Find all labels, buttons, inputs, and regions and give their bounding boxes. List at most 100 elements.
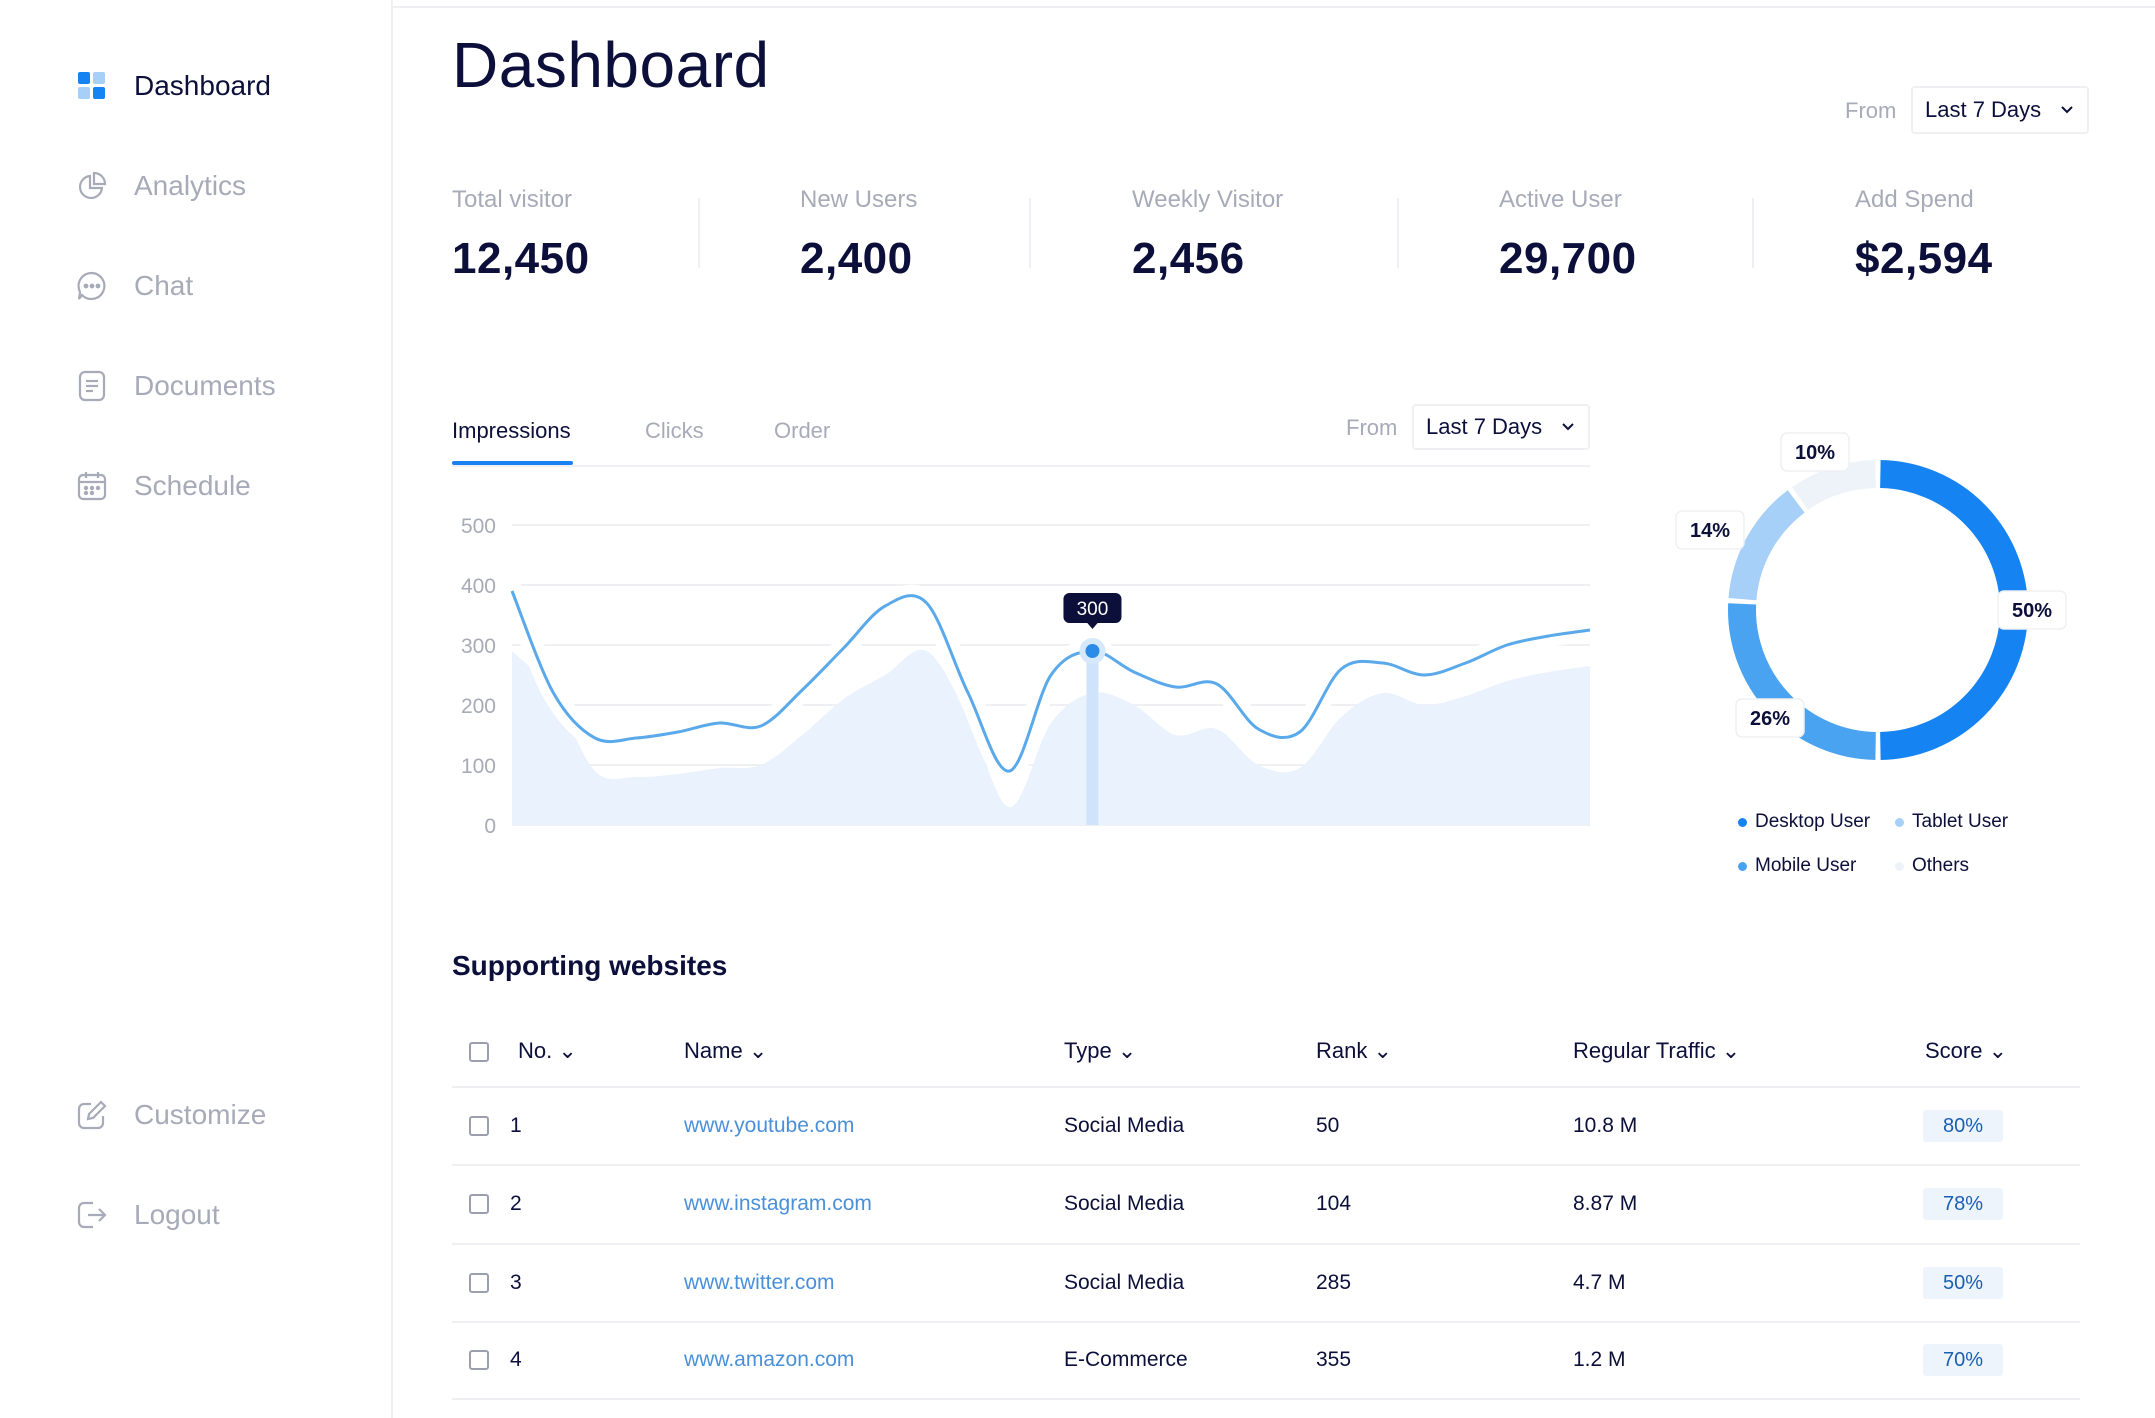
chevron-down-icon: ⌄ bbox=[1721, 1038, 1741, 1063]
hover-point[interactable] bbox=[1085, 644, 1100, 658]
active-tab-indicator bbox=[452, 461, 573, 465]
impressions-line-chart: 500 400 300 200 100 0 300 bbox=[461, 515, 1600, 838]
chevron-down-icon: ⌄ bbox=[1373, 1038, 1392, 1063]
line-fade bbox=[512, 525, 552, 825]
row-divider bbox=[452, 1164, 2080, 1166]
sidebar-item-customize[interactable]: Customize bbox=[74, 1090, 266, 1140]
sidebar-item-chat[interactable]: Chat bbox=[74, 261, 193, 311]
legend-dot bbox=[1895, 861, 1904, 871]
y-tick-label: 0 bbox=[484, 815, 496, 838]
score-badge: 80% bbox=[1923, 1110, 2003, 1142]
row-name-link[interactable]: www.amazon.com bbox=[684, 1348, 855, 1371]
line-series bbox=[510, 590, 1591, 773]
stat-label: Weekly Visitor bbox=[1132, 186, 1284, 213]
stat-active-user: Active User 29,700 bbox=[1499, 186, 1637, 284]
chevron-down-icon: ⌄ bbox=[748, 1038, 768, 1063]
tab-clicks[interactable]: Clicks bbox=[645, 418, 704, 443]
stat-value: $2,594 bbox=[1855, 234, 1993, 283]
donut-label-box bbox=[1735, 698, 1805, 738]
row-name-link[interactable]: www.twitter.com bbox=[684, 1271, 835, 1294]
stat-divider bbox=[1029, 198, 1031, 268]
column-header-name[interactable]: Name ⌄ bbox=[684, 1038, 767, 1064]
document-icon bbox=[74, 368, 110, 404]
sidebar-item-analytics[interactable]: Analytics bbox=[74, 161, 246, 211]
donut-slice-label: 26% bbox=[1750, 708, 1790, 730]
sidebar: Dashboard Analytics Chat Documents Sched… bbox=[0, 0, 393, 1418]
user-device-donut-chart: 50% 26% 14% 10% bbox=[1675, 432, 2067, 760]
tab-impressions[interactable]: Impressions bbox=[452, 418, 571, 443]
sidebar-item-schedule[interactable]: Schedule bbox=[74, 461, 251, 511]
donut-slice[interactable] bbox=[1791, 460, 1877, 511]
row-traffic: 4.7 M bbox=[1573, 1271, 1626, 1294]
row-checkbox[interactable] bbox=[469, 1194, 489, 1214]
chat-bubble-icon bbox=[74, 268, 110, 304]
legend-desktop-user: Desktop User bbox=[1738, 811, 1870, 833]
donut-slice-label: 14% bbox=[1690, 520, 1730, 542]
column-header-score[interactable]: Score ⌄ bbox=[1925, 1038, 2007, 1064]
stat-weekly-visitor: Weekly Visitor 2,456 bbox=[1132, 186, 1283, 284]
row-divider bbox=[452, 1243, 2080, 1245]
legend-dot bbox=[1738, 817, 1747, 827]
legend-label: Mobile User bbox=[1755, 855, 1857, 876]
row-rank: 285 bbox=[1316, 1271, 1352, 1294]
stat-label: Active User bbox=[1499, 186, 1622, 213]
score-badge: 70% bbox=[1923, 1344, 2003, 1376]
legend-dot bbox=[1895, 817, 1904, 827]
donut-label-box bbox=[1997, 590, 2067, 630]
sidebar-item-documents[interactable]: Documents bbox=[74, 361, 276, 411]
row-rank: 355 bbox=[1316, 1348, 1352, 1371]
legend-tablet-user: Tablet User bbox=[1895, 811, 2008, 833]
from-label: From bbox=[1845, 98, 1897, 123]
sidebar-item-logout[interactable]: Logout bbox=[74, 1190, 220, 1240]
column-header-regular-traffic[interactable]: Regular Traffic ⌄ bbox=[1573, 1038, 1740, 1064]
stat-add-spend: Add Spend $2,594 bbox=[1855, 186, 1993, 284]
legend-dot bbox=[1738, 861, 1747, 871]
column-header-label: Name bbox=[684, 1038, 743, 1063]
dashboard-grid-icon bbox=[74, 68, 110, 104]
column-header-label: Rank bbox=[1316, 1038, 1368, 1063]
sidebar-item-label: Dashboard bbox=[134, 70, 271, 101]
row-type: Social Media bbox=[1064, 1192, 1185, 1215]
row-checkbox[interactable] bbox=[469, 1273, 489, 1293]
score-badge: 50% bbox=[1923, 1267, 2003, 1299]
column-header-no[interactable]: No. ⌄ bbox=[518, 1038, 577, 1064]
date-range-dropdown[interactable]: Last 7 Days bbox=[1911, 86, 2089, 134]
row-no: 4 bbox=[510, 1348, 522, 1371]
tooltip-box bbox=[1063, 593, 1122, 623]
row-name-link[interactable]: www.youtube.com bbox=[684, 1114, 855, 1137]
stat-label: Total visitor bbox=[452, 186, 573, 213]
tab-order[interactable]: Order bbox=[774, 418, 831, 443]
column-header-label: Type bbox=[1064, 1038, 1112, 1063]
stat-divider bbox=[1397, 198, 1399, 268]
stat-value: 2,456 bbox=[1132, 234, 1245, 283]
score-badge: 78% bbox=[1923, 1188, 2003, 1220]
sidebar-item-label: Chat bbox=[134, 270, 194, 301]
row-name-link[interactable]: www.instagram.com bbox=[684, 1192, 872, 1215]
row-no: 2 bbox=[510, 1192, 522, 1215]
row-checkbox[interactable] bbox=[469, 1350, 489, 1370]
column-header-label: No. bbox=[518, 1038, 553, 1063]
donut-slice[interactable] bbox=[1728, 490, 1805, 601]
row-divider bbox=[452, 1086, 2080, 1088]
chart-range-dropdown[interactable]: Last 7 Days bbox=[1412, 404, 1590, 450]
column-header-type[interactable]: Type ⌄ bbox=[1064, 1038, 1136, 1064]
chart-range-value: Last 7 Days bbox=[1426, 414, 1543, 439]
sidebar-item-label: Logout bbox=[134, 1199, 220, 1230]
row-rank: 50 bbox=[1316, 1114, 1340, 1137]
header-divider bbox=[393, 6, 2155, 8]
select-all-checkbox[interactable] bbox=[469, 1042, 489, 1062]
stat-value: 12,450 bbox=[452, 234, 590, 283]
column-header-rank[interactable]: Rank ⌄ bbox=[1316, 1038, 1392, 1064]
pie-chart-icon bbox=[74, 168, 110, 204]
donut-slice[interactable] bbox=[1880, 460, 2028, 760]
page-title: Dashboard bbox=[452, 29, 770, 101]
sidebar-item-dashboard[interactable]: Dashboard bbox=[74, 61, 271, 111]
row-checkbox[interactable] bbox=[469, 1116, 489, 1136]
donut-label-box bbox=[1780, 432, 1850, 472]
stat-divider bbox=[1752, 198, 1754, 268]
column-header-label: Score bbox=[1925, 1038, 1983, 1063]
tabs-divider bbox=[452, 465, 1590, 467]
row-rank: 104 bbox=[1316, 1192, 1352, 1215]
row-divider bbox=[452, 1321, 2080, 1323]
row-traffic: 10.8 M bbox=[1573, 1114, 1638, 1137]
